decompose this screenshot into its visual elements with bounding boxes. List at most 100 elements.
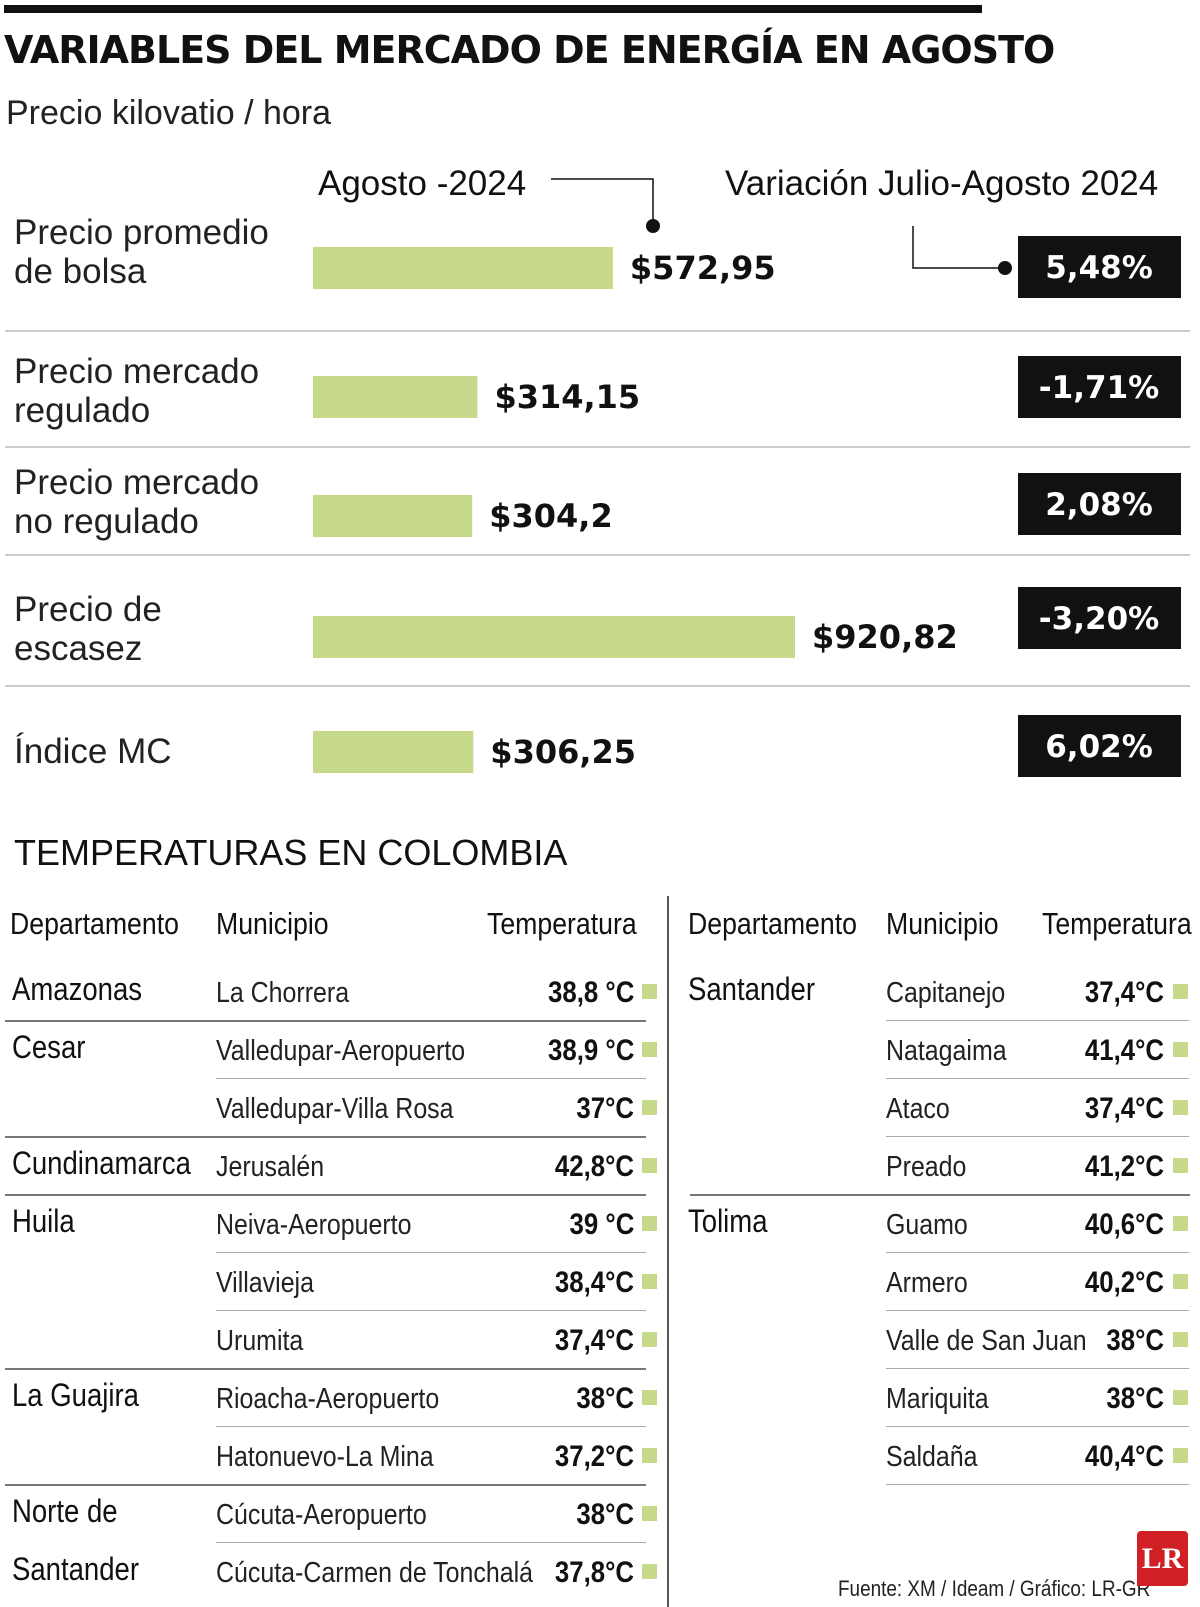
lr-logo: LR xyxy=(1137,1531,1188,1586)
temperature-marker xyxy=(1173,1448,1188,1463)
temperature-value: 38°C xyxy=(576,1382,634,1415)
temperature-value: 38,4°C xyxy=(554,1266,634,1299)
row-separator xyxy=(216,1252,646,1253)
temperature-marker xyxy=(1173,1216,1188,1231)
department-name: Huila xyxy=(12,1203,75,1239)
table-column-divider xyxy=(667,896,669,1607)
price-leader-line xyxy=(551,178,654,226)
municipality-name: Armero xyxy=(886,1267,968,1299)
variation-leader-line xyxy=(912,226,1005,269)
row-separator xyxy=(216,1542,646,1543)
municipality-name: Valledupar-Villa Rosa xyxy=(216,1093,454,1125)
variation-value: -3,20% xyxy=(1039,601,1159,637)
price-bar-chart: Precio promedio de bolsa $572,95 5,48% Preci… xyxy=(5,178,1190,777)
department-name: Tolima xyxy=(688,1203,768,1239)
temperature-marker xyxy=(1173,1274,1188,1289)
header-department-right: Departamento xyxy=(688,906,857,941)
municipality-name: Saldaña xyxy=(886,1441,978,1473)
municipality-name: Guamo xyxy=(886,1209,968,1241)
temperature-value: 38°C xyxy=(1106,1382,1164,1415)
page-title: VARIABLES DEL MERCADO DE ENERGÍA EN AGOS… xyxy=(4,28,1055,72)
temperature-marker xyxy=(642,1042,657,1057)
bar-value-label: $304,2 xyxy=(489,497,612,535)
variation-value: 2,08% xyxy=(1045,487,1153,523)
variation-value: 6,02% xyxy=(1045,729,1153,765)
municipality-name: Valle de San Juan xyxy=(886,1325,1087,1357)
department-name: Santander xyxy=(12,1551,139,1587)
temperature-value: 38,9 °C xyxy=(547,1034,634,1067)
temperature-value: 40,2°C xyxy=(1084,1266,1164,1299)
municipality-name: Valledupar-Aeropuerto xyxy=(216,1035,466,1067)
temperature-section-title: TEMPERATURAS EN COLOMBIA xyxy=(14,832,568,873)
row-separator xyxy=(886,1136,1189,1137)
municipality-name: Preado xyxy=(886,1151,967,1183)
row-separator xyxy=(886,1484,1189,1485)
temperature-value: 41,2°C xyxy=(1084,1150,1164,1183)
category-label: Precio mercado regulado xyxy=(14,352,259,430)
group-separator xyxy=(690,1194,1190,1196)
row-separator xyxy=(216,1078,646,1079)
temperature-value: 37,8°C xyxy=(554,1556,634,1589)
top-rule xyxy=(4,5,982,13)
variation-badge xyxy=(1018,356,1181,418)
variation-leader-dot xyxy=(998,261,1012,275)
municipality-name: Rioacha-Aeropuerto xyxy=(216,1383,440,1415)
variation-value: -1,71% xyxy=(1039,370,1159,406)
source-credit: Fuente: XM / Ideam / Gráfico: LR-GR xyxy=(838,1576,1151,1601)
category-label: Precio promedio de bolsa xyxy=(14,213,269,291)
temperature-value: 38°C xyxy=(1106,1324,1164,1357)
header-temperature: Temperatura xyxy=(487,906,637,941)
page-subtitle: Precio kilovatio / hora xyxy=(6,94,332,132)
group-separator xyxy=(5,1136,646,1138)
temperature-marker xyxy=(642,1100,657,1115)
bar-value-label: $920,82 xyxy=(812,618,958,656)
municipality-name: Cúcuta-Aeropuerto xyxy=(216,1499,427,1531)
bar-value-label: $306,25 xyxy=(490,733,636,771)
temperature-value: 37,4°C xyxy=(554,1324,634,1357)
temperature-marker xyxy=(1173,1100,1188,1115)
temperature-value: 38,8 °C xyxy=(547,976,634,1009)
category-label: Índice MC xyxy=(14,732,172,771)
municipality-name: Neiva-Aeropuerto xyxy=(216,1209,412,1241)
price-column-header: Agosto -2024 xyxy=(318,164,527,203)
price-bar xyxy=(313,616,795,658)
row-separator xyxy=(216,1310,646,1311)
price-bar xyxy=(313,731,474,773)
temperature-marker xyxy=(642,1216,657,1231)
bar-value-label: $314,15 xyxy=(494,378,640,416)
temperature-value: 39 °C xyxy=(569,1208,634,1241)
municipality-name: Hatonuevo-La Mina xyxy=(216,1441,434,1473)
variation-badge xyxy=(1018,473,1181,535)
municipality-name: La Chorrera xyxy=(216,977,350,1009)
temperature-value: 42,8°C xyxy=(554,1150,634,1183)
department-name: Santander xyxy=(688,971,815,1007)
temperature-value: 41,4°C xyxy=(1084,1034,1164,1067)
variation-value: 5,48% xyxy=(1045,250,1153,286)
municipality-name: Jerusalén xyxy=(216,1151,325,1183)
temperature-marker xyxy=(642,984,657,999)
header-temperature-right: Temperatura xyxy=(1042,906,1192,941)
price-leader-dot xyxy=(646,219,660,233)
group-separator xyxy=(5,1368,646,1370)
department-name: Cesar xyxy=(12,1029,86,1065)
group-separator xyxy=(5,1020,646,1022)
variation-badge xyxy=(1018,236,1181,298)
temperature-value: 37,2°C xyxy=(554,1440,634,1473)
municipality-name: Capitanejo xyxy=(886,977,1006,1009)
temperature-value: 40,4°C xyxy=(1084,1440,1164,1473)
temperature-marker xyxy=(642,1158,657,1173)
variation-badge xyxy=(1018,715,1181,777)
category-label: Precio mercado no regulado xyxy=(14,463,259,541)
temperature-value: 37,4°C xyxy=(1084,976,1164,1009)
row-separator xyxy=(886,1368,1189,1369)
price-bar xyxy=(313,376,478,418)
temperature-value: 40,6°C xyxy=(1084,1208,1164,1241)
temperature-marker xyxy=(642,1332,657,1347)
row-separator xyxy=(886,1310,1189,1311)
temperature-marker xyxy=(642,1448,657,1463)
municipality-name: Ataco xyxy=(886,1093,950,1125)
category-label: Precio de escasez xyxy=(14,590,162,668)
header-municipality: Municipio xyxy=(216,906,329,941)
municipality-name: Urumita xyxy=(216,1325,304,1357)
municipality-name: Villavieja xyxy=(216,1267,314,1299)
